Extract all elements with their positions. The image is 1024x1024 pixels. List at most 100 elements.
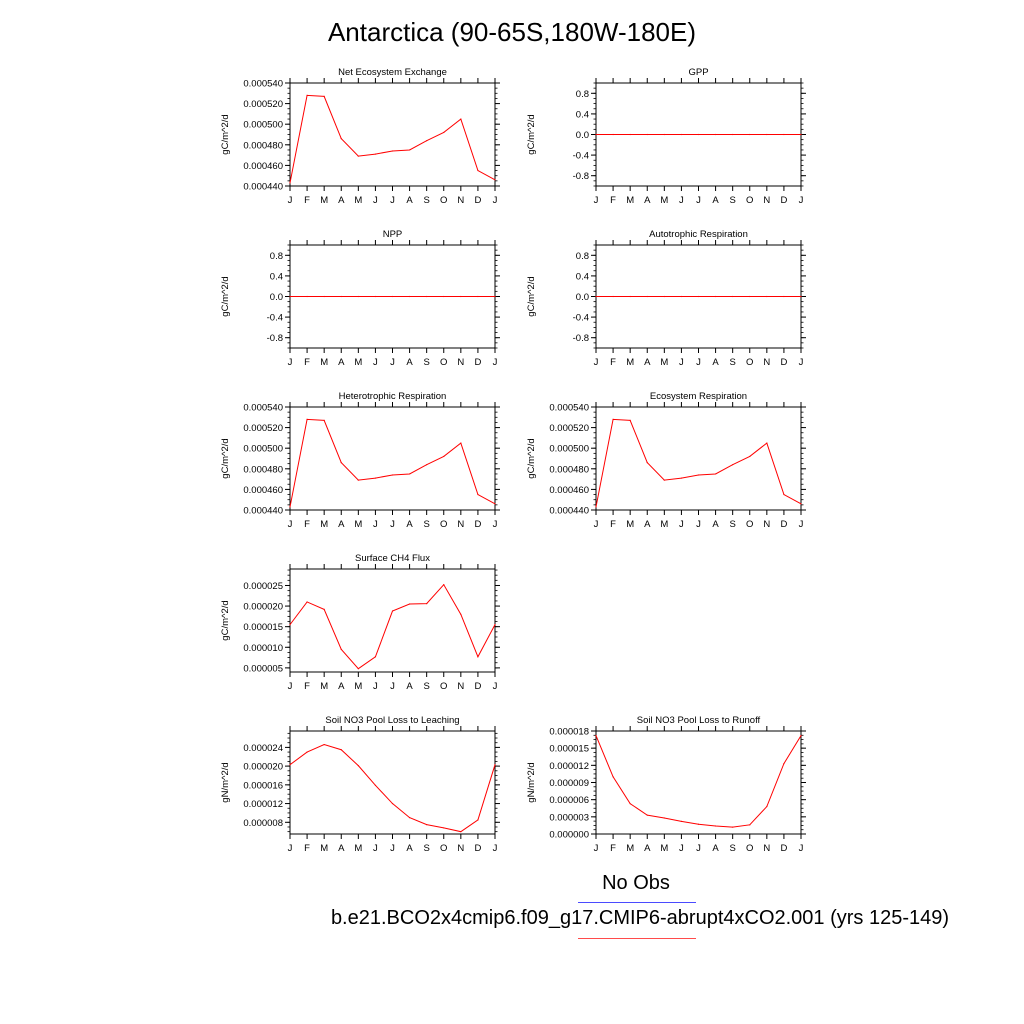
data-point [766,442,768,444]
y-tick-label: 0.000500 [549,444,589,455]
data-point [460,295,462,298]
x-tick-label: A [712,843,719,854]
x-tick-label: M [354,519,362,530]
series-line [289,744,496,833]
x-tick-label: A [338,357,345,368]
x-tick-label: J [799,195,804,206]
data-point [443,584,445,586]
x-tick-label: J [288,843,293,854]
chart-title: GPP [688,67,708,78]
x-tick-label: J [390,681,395,692]
y-tick-label: 0.000520 [243,423,283,434]
x-tick-label: J [288,357,293,368]
x-tick-label: N [763,357,770,368]
data-point [680,295,683,298]
y-tick-label: 0.000012 [243,799,283,810]
x-tick-label: O [746,519,753,530]
y-tick-label: -0.4 [267,313,283,324]
plot-frame [595,730,802,835]
x-tick-label: A [644,519,651,530]
data-point [408,295,411,298]
data-point [595,734,597,737]
x-tick-label: J [373,519,378,530]
data-point [357,155,359,157]
data-point [494,503,496,505]
data-point [680,477,683,479]
data-point [732,464,734,466]
data-point [374,784,377,786]
x-tick-label: F [610,843,616,854]
y-tick-label: 0.000018 [549,727,589,738]
data-point [766,805,768,808]
data-point [391,802,394,805]
x-tick-label: J [679,843,684,854]
x-tick-label: J [493,681,498,692]
y-tick-label: 0.000540 [549,403,589,414]
x-tick-label: O [746,843,753,854]
plot-frame [595,406,802,511]
data-point [783,763,785,765]
chart-title: Soil NO3 Pool Loss to Runoff [637,715,761,726]
y-tick-label: 0.000440 [243,506,283,517]
x-tick-label: M [660,357,668,368]
data-point [443,455,445,458]
data-point [800,133,802,136]
x-tick-label: A [406,195,413,206]
data-point [391,295,394,298]
data-point [732,133,734,136]
y-tick-label: 0.000460 [243,485,283,496]
chart-panel: Soil NO3 Pool Loss to Runoff 0.000000 0.00… [526,715,806,854]
x-tick-label: J [390,357,395,368]
x-tick-label: J [594,357,599,368]
x-tick-label: N [457,195,464,206]
x-tick-label: S [423,681,429,692]
x-tick-label: S [423,519,429,530]
x-tick-label: J [594,519,599,530]
y-tick-label: 0.0 [576,292,589,303]
x-tick-label: M [320,519,328,530]
y-tick-label: 0.8 [576,89,589,100]
y-tick-label: 0.8 [270,251,283,262]
chart-title: Ecosystem Respiration [650,391,747,402]
y-tick-label: 0.000015 [549,744,589,755]
x-tick-label: M [320,357,328,368]
data-point [391,474,394,476]
y-axis-label: gC/m^2/d [220,114,231,154]
data-point [426,464,428,466]
data-point [340,138,342,140]
data-point [766,295,768,298]
data-point [306,751,308,753]
y-tick-label: -0.8 [573,333,589,344]
x-tick-label: A [338,843,345,854]
chart-title: NPP [383,229,403,240]
y-axis-label: gC/m^2/d [220,276,231,316]
data-point [460,118,462,120]
y-tick-label: 0.000480 [549,464,589,475]
data-point [306,94,308,96]
x-tick-label: D [474,681,481,692]
data-point [408,817,411,819]
series-line [289,583,496,670]
series-line [289,94,496,184]
x-tick-label: M [354,681,362,692]
data-point [443,295,445,298]
x-tick-label: J [696,519,701,530]
x-tick-label: M [354,195,362,206]
x-tick-label: J [288,519,293,530]
x-tick-label: F [304,357,310,368]
data-point [357,479,359,481]
data-point [612,418,614,420]
x-tick-label: A [712,357,719,368]
x-tick-label: A [712,195,719,206]
x-tick-label: A [644,195,651,206]
x-tick-label: M [320,681,328,692]
x-tick-label: N [763,195,770,206]
x-tick-label: O [440,195,447,206]
data-point [494,764,496,766]
y-tick-label: 0.000460 [243,161,283,172]
x-tick-label: N [763,519,770,530]
x-tick-label: S [423,195,429,206]
data-point [800,503,802,505]
data-point [340,295,342,298]
data-point [697,133,700,136]
